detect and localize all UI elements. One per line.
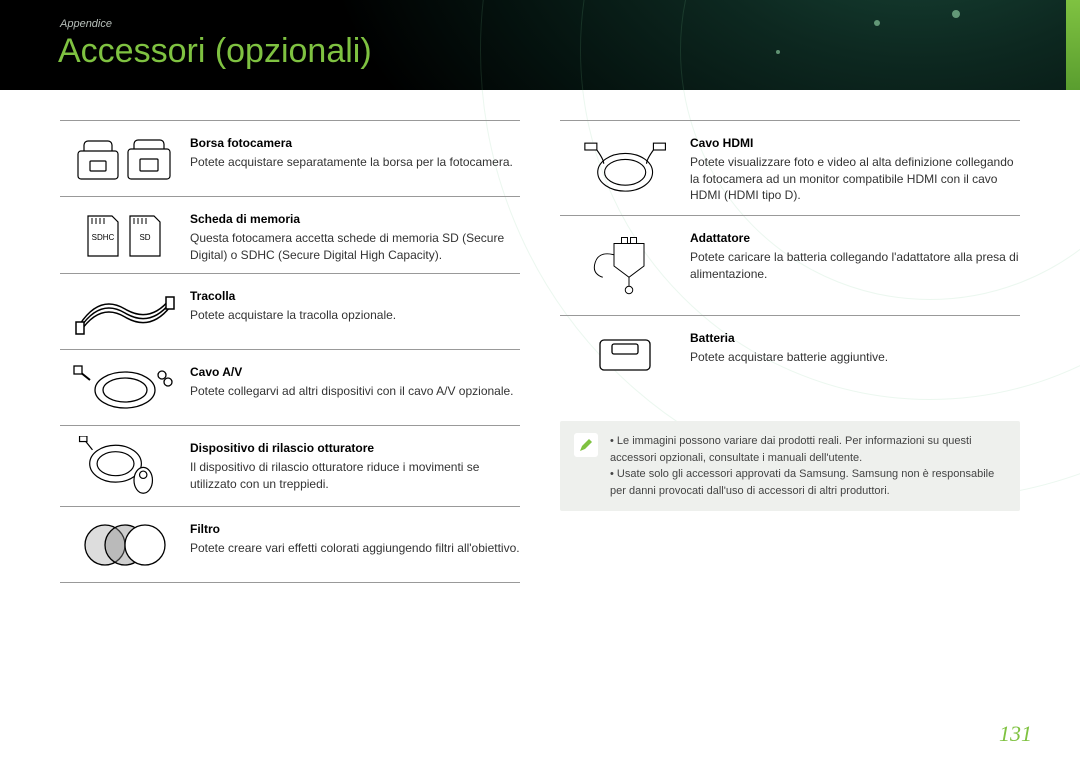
av-cable-icon xyxy=(60,360,190,415)
item-memory-card: SDHC SD Scheda di memoria Questa fotocam… xyxy=(60,196,520,273)
battery-icon xyxy=(560,326,690,381)
page-number: 131 xyxy=(999,721,1032,747)
right-column: Cavo HDMI Potete visualizzare foto e vid… xyxy=(560,120,1020,583)
item-shutter-release: Dispositivo di rilascio otturatore Il di… xyxy=(60,425,520,506)
header-accent-bar xyxy=(1066,0,1080,90)
camera-bag-icon xyxy=(60,131,190,186)
hdmi-cable-icon xyxy=(560,131,690,205)
svg-text:SDHC: SDHC xyxy=(92,233,115,242)
filter-icon xyxy=(60,517,190,572)
item-filter: Filtro Potete creare vari effetti colora… xyxy=(60,506,520,583)
note-item: Usate solo gli accessori approvati da Sa… xyxy=(610,466,1006,499)
item-title: Cavo A/V xyxy=(190,364,520,381)
item-title: Filtro xyxy=(190,521,520,538)
note-item: Le immagini possono variare dai prodotti… xyxy=(610,433,1006,466)
item-desc: Potete caricare la batteria collegando l… xyxy=(690,249,1020,283)
content-area: Borsa fotocamera Potete acquistare separ… xyxy=(60,120,1020,583)
item-desc: Potete acquistare la tracolla opzionale. xyxy=(190,307,520,324)
item-desc: Potete collegarvi ad altri dispositivi c… xyxy=(190,383,520,400)
strap-icon xyxy=(60,284,190,339)
item-camera-bag: Borsa fotocamera Potete acquistare separ… xyxy=(60,120,520,196)
item-title: Adattatore xyxy=(690,230,1020,247)
left-column: Borsa fotocamera Potete acquistare separ… xyxy=(60,120,520,583)
item-title: Dispositivo di rilascio otturatore xyxy=(190,440,520,457)
note-list: Le immagini possono variare dai prodotti… xyxy=(610,433,1006,499)
shutter-release-icon xyxy=(60,436,190,496)
item-desc: Potete creare vari effetti colorati aggi… xyxy=(190,540,520,557)
item-strap: Tracolla Potete acquistare la tracolla o… xyxy=(60,273,520,349)
item-battery: Batteria Potete acquistare batterie aggi… xyxy=(560,315,1020,391)
sd-card-icon: SDHC SD xyxy=(60,207,190,263)
item-title: Tracolla xyxy=(190,288,520,305)
item-desc: Potete acquistare separatamente la borsa… xyxy=(190,154,520,171)
pencil-icon xyxy=(574,433,598,457)
item-desc: Questa fotocamera accetta schede di memo… xyxy=(190,230,520,264)
adapter-icon xyxy=(560,226,690,305)
item-desc: Potete visualizzare foto e video al alta… xyxy=(690,154,1020,204)
item-av-cable: Cavo A/V Potete collegarvi ad altri disp… xyxy=(60,349,520,425)
item-title: Borsa fotocamera xyxy=(190,135,520,152)
note-box: Le immagini possono variare dai prodotti… xyxy=(560,421,1020,511)
page-title: Accessori (opzionali) xyxy=(58,32,372,71)
section-label: Appendice xyxy=(60,18,112,30)
item-hdmi-cable: Cavo HDMI Potete visualizzare foto e vid… xyxy=(560,120,1020,215)
svg-text:SD: SD xyxy=(139,233,150,242)
item-desc: Potete acquistare batterie aggiuntive. xyxy=(690,349,1020,366)
item-adapter: Adattatore Potete caricare la batteria c… xyxy=(560,215,1020,315)
item-title: Cavo HDMI xyxy=(690,135,1020,152)
item-title: Scheda di memoria xyxy=(190,211,520,228)
item-desc: Il dispositivo di rilascio otturatore ri… xyxy=(190,459,520,493)
item-title: Batteria xyxy=(690,330,1020,347)
